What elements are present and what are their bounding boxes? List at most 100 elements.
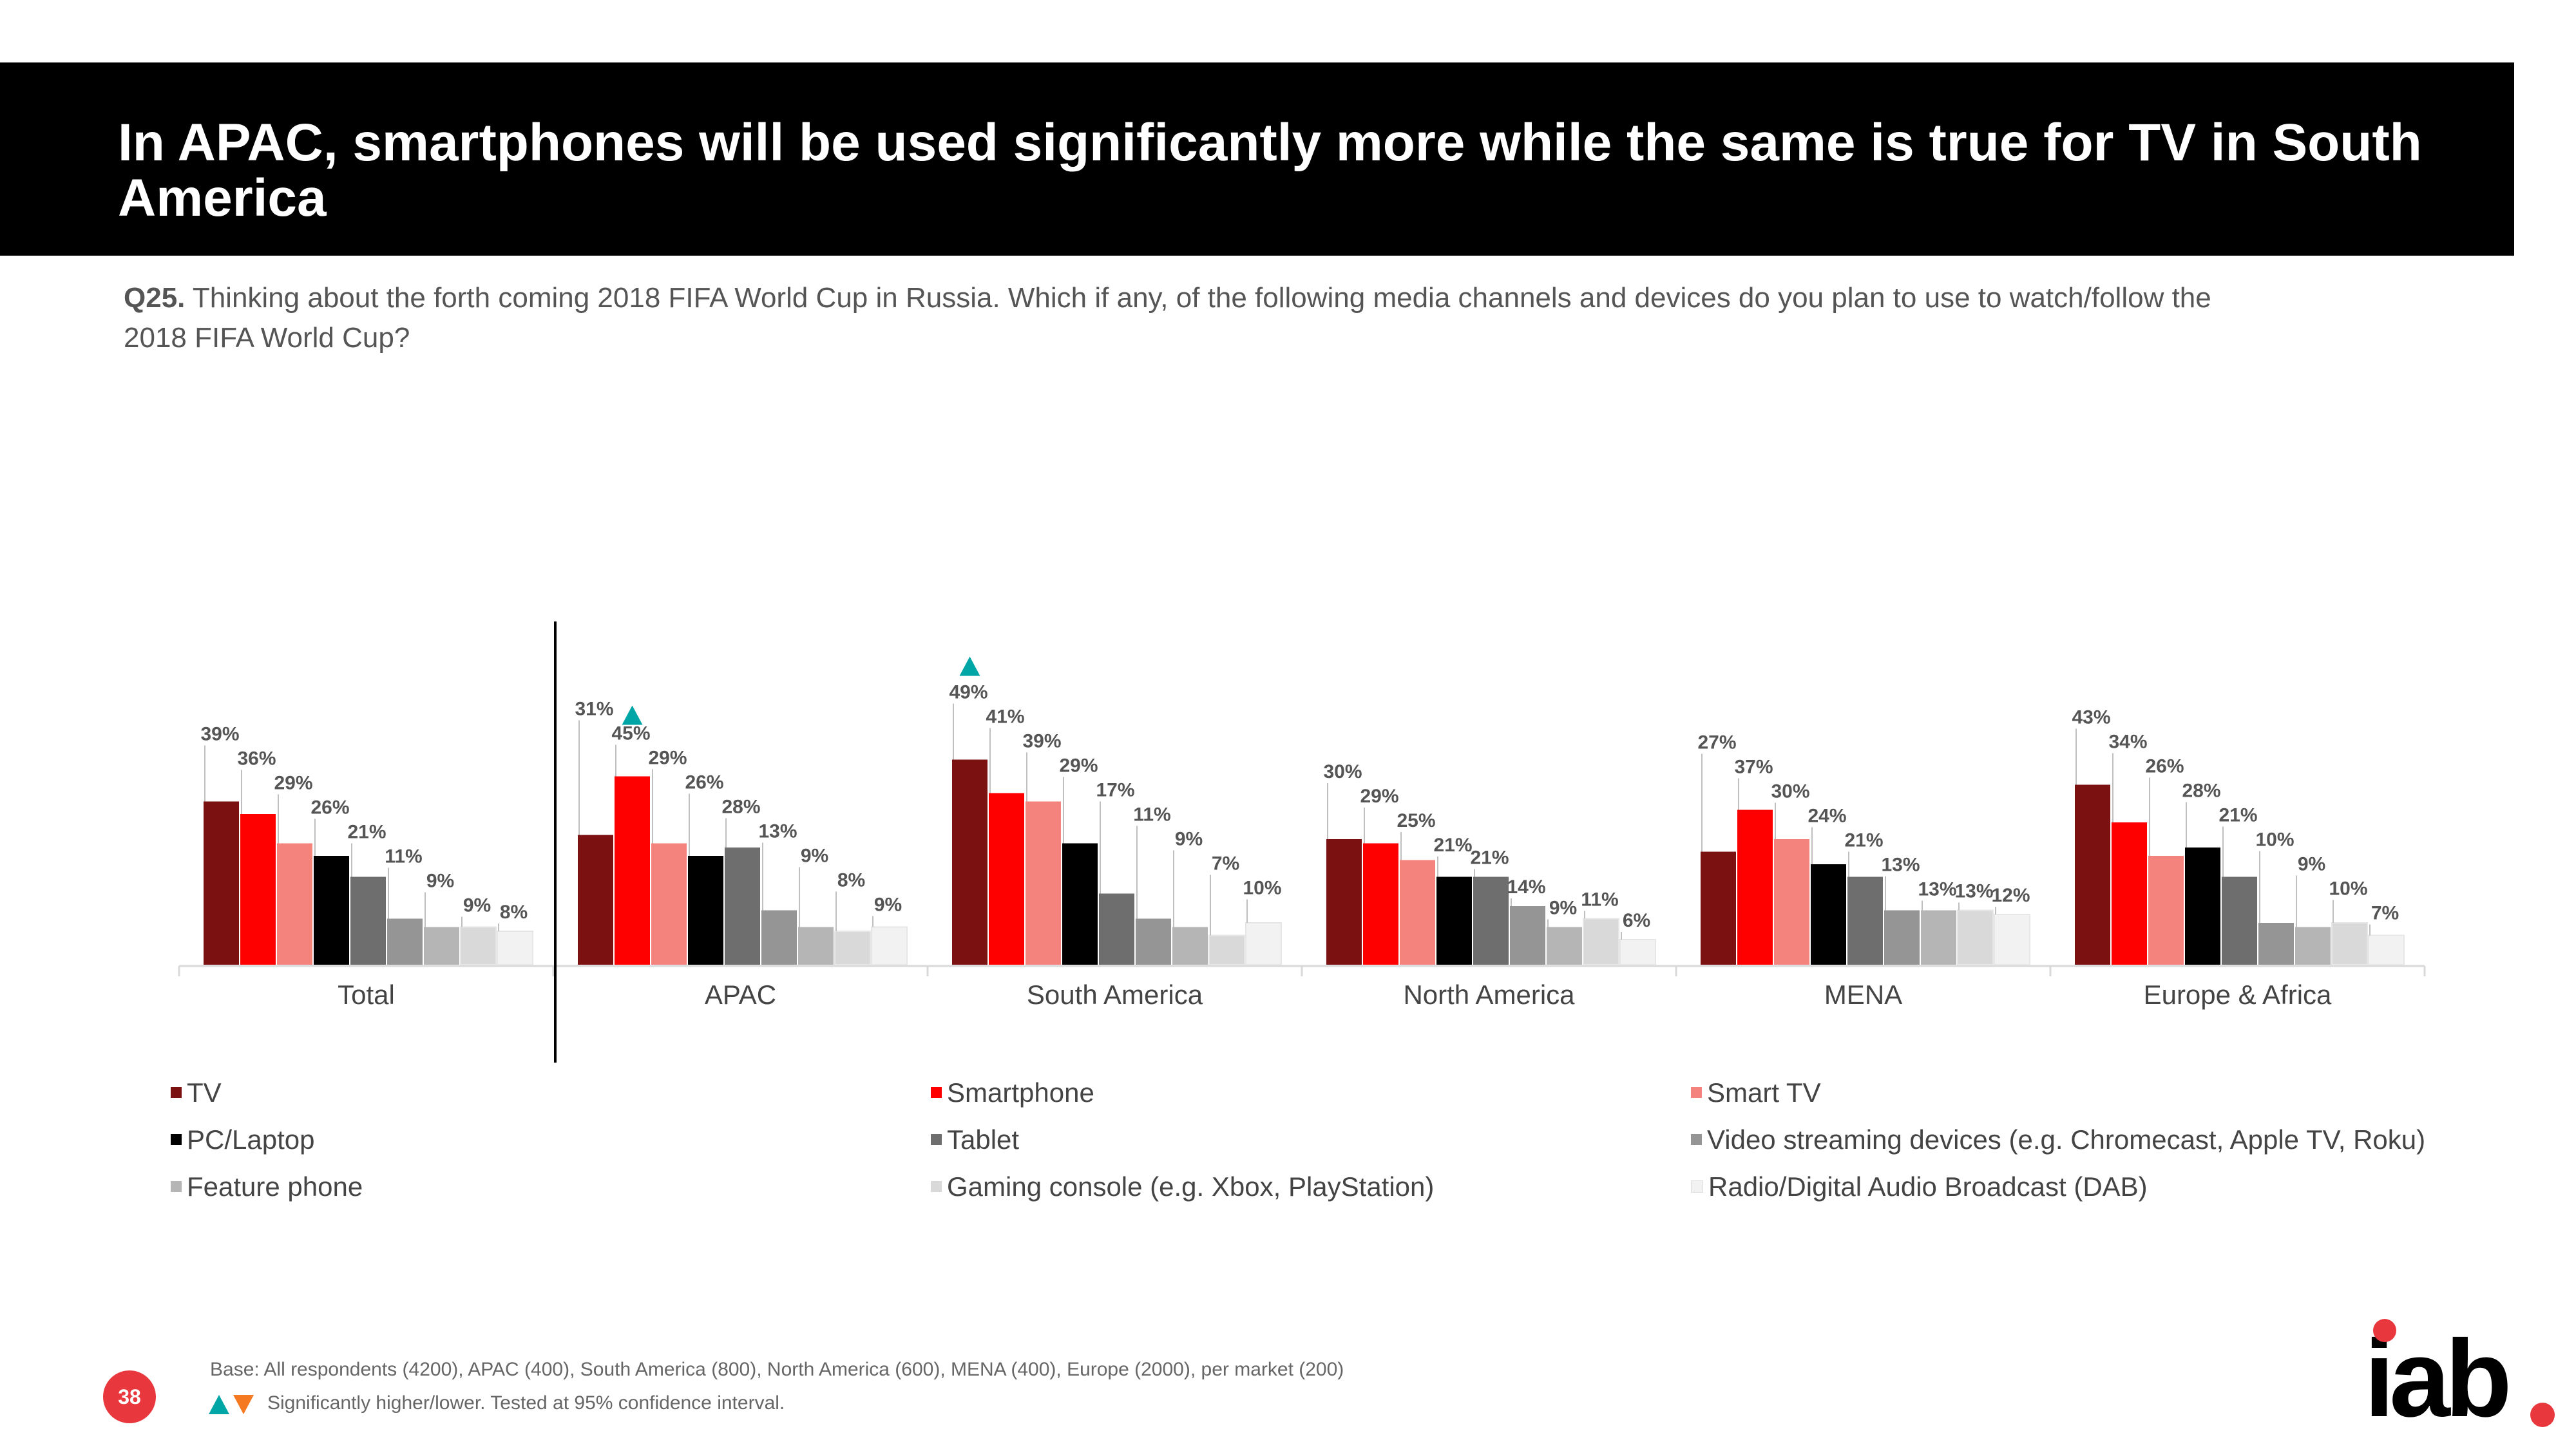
footer-base: Base: All respondents (4200), APAC (400)…: [210, 1359, 1344, 1380]
bar-total-feature-phone: [424, 927, 459, 965]
significance-higher-icon: [959, 656, 980, 676]
bar-apac-feature-phone: [798, 927, 834, 965]
legend-swatch: [931, 1134, 942, 1146]
logo-text: iab: [2364, 1318, 2512, 1440]
bar-total-pc-laptop: [314, 856, 349, 965]
bar-south-america-pc-laptop: [1062, 843, 1098, 965]
data-label-europe-africa-pc-laptop: 28%: [2182, 781, 2220, 802]
footer-significance: Significantly higher/lower. Tested at 95…: [267, 1392, 785, 1414]
data-label-south-america-feature-phone: 9%: [1175, 829, 1203, 850]
legend-label: Feature phone: [187, 1171, 363, 1202]
bar-mena-smart-tv: [1774, 839, 1809, 965]
bar-south-america-tv: [952, 759, 987, 965]
bar-europe-africa-tv: [2075, 784, 2110, 965]
data-label-south-america-video-streaming-devices-e-g-chromecast-apple-tv-roku: 11%: [1133, 804, 1170, 826]
legend-swatch: [931, 1181, 942, 1193]
data-label-europe-africa-smart-tv: 26%: [2145, 756, 2184, 777]
data-label-total-feature-phone: 9%: [426, 871, 454, 892]
data-label-north-america-feature-phone: 9%: [1549, 898, 1577, 919]
bar-europe-africa-video-streaming-devices-e-g-chromecast-apple-tv-roku: [2258, 923, 2294, 965]
legend-label: Tablet: [947, 1124, 1020, 1155]
title-bar: In APAC, smartphones will be used signif…: [0, 62, 2514, 256]
data-label-mena-smart-tv: 30%: [1771, 781, 1809, 802]
category-label-total: Total: [338, 980, 395, 1010]
bar-mena-feature-phone: [1921, 910, 1956, 965]
data-label-apac-gaming-console-e-g-xbox-playstation: 8%: [837, 870, 865, 891]
data-label-mena-radio-digital-audio-broadcast-dab: 12%: [1991, 885, 2030, 906]
category-label-apac: APAC: [705, 980, 776, 1010]
data-label-total-tablet: 21%: [347, 822, 386, 843]
bar-mena-pc-laptop: [1811, 864, 1846, 965]
data-label-south-america-gaming-console-e-g-xbox-playstation: 7%: [1212, 853, 1239, 875]
data-label-south-america-smart-tv: 39%: [1022, 731, 1061, 752]
data-label-mena-smartphone: 37%: [1734, 757, 1773, 778]
triangle-down-icon: [233, 1395, 254, 1414]
bar-total-tv: [204, 801, 239, 965]
data-label-mena-tablet: 21%: [1844, 830, 1883, 851]
bar-mena-tv: [1701, 851, 1736, 965]
data-label-mena-video-streaming-devices-e-g-chromecast-apple-tv-roku: 13%: [1881, 855, 1920, 876]
bar-apac-radio-digital-audio-broadcast-dab: [871, 926, 908, 965]
significance-icons: [209, 1395, 254, 1414]
legend-swatch: [1691, 1180, 1703, 1193]
legend-label: PC/Laptop: [187, 1124, 315, 1155]
data-label-total-pc-laptop: 26%: [310, 797, 349, 819]
legend-label: Gaming console (e.g. Xbox, PlayStation): [947, 1171, 1435, 1202]
bar-apac-gaming-console-e-g-xbox-playstation: [834, 931, 871, 965]
logo-period-icon: [2530, 1403, 2555, 1427]
logo-dot-icon: [2373, 1319, 2396, 1342]
bar-mena-video-streaming-devices-e-g-chromecast-apple-tv-roku: [1884, 910, 1920, 965]
bar-europe-africa-tablet: [2222, 876, 2257, 965]
category-label-north-america: North America: [1403, 980, 1575, 1010]
data-label-south-america-radio-digital-audio-broadcast-dab: 10%: [1243, 878, 1281, 899]
page-number: 38: [103, 1370, 156, 1423]
data-label-mena-pc-laptop: 24%: [1808, 806, 1846, 827]
data-label-mena-gaming-console-e-g-xbox-playstation: 13%: [1954, 881, 1993, 902]
bar-apac-tv: [578, 835, 613, 965]
bar-north-america-tv: [1326, 839, 1362, 965]
legend-swatch: [931, 1087, 942, 1099]
data-label-apac-tablet: 28%: [721, 797, 760, 818]
data-label-north-america-tablet: 21%: [1470, 848, 1509, 869]
bar-total-radio-digital-audio-broadcast-dab: [497, 931, 533, 965]
bar-apac-smart-tv: [651, 843, 687, 965]
bar-south-america-video-streaming-devices-e-g-chromecast-apple-tv-roku: [1136, 918, 1171, 965]
data-label-total-smart-tv: 29%: [274, 773, 312, 794]
data-label-apac-tv: 31%: [575, 699, 613, 720]
data-label-mena-feature-phone: 13%: [1918, 879, 1956, 900]
data-label-europe-africa-feature-phone: 9%: [2298, 854, 2325, 875]
data-label-south-america-smartphone: 41%: [986, 706, 1024, 728]
bar-mena-tablet: [1847, 876, 1883, 965]
legend-label: Smart TV: [1707, 1077, 1821, 1108]
bar-mena-radio-digital-audio-broadcast-dab: [1994, 914, 2030, 965]
bar-north-america-video-streaming-devices-e-g-chromecast-apple-tv-roku: [1510, 906, 1545, 965]
data-label-north-america-pc-laptop: 21%: [1433, 835, 1472, 856]
data-label-north-america-gaming-console-e-g-xbox-playstation: 11%: [1581, 889, 1618, 911]
bar-south-america-smartphone: [989, 793, 1024, 965]
bar-apac-pc-laptop: [688, 856, 723, 965]
bar-europe-africa-smartphone: [2112, 822, 2147, 965]
bar-north-america-smart-tv: [1400, 860, 1435, 965]
legend-item-pc-laptop: PC/Laptop: [171, 1124, 314, 1156]
data-label-total-radio-digital-audio-broadcast-dab: 8%: [500, 902, 528, 923]
page-title: In APAC, smartphones will be used signif…: [118, 113, 2422, 227]
data-label-europe-africa-tv: 43%: [2072, 707, 2110, 728]
bar-total-gaming-console-e-g-xbox-playstation: [460, 926, 497, 965]
category-label-south-america: South America: [1027, 980, 1203, 1010]
legend-swatch: [171, 1087, 182, 1099]
data-label-north-america-smart-tv: 25%: [1397, 810, 1435, 831]
data-label-total-video-streaming-devices-e-g-chromecast-apple-tv-roku: 11%: [385, 846, 422, 867]
bar-europe-africa-feature-phone: [2295, 927, 2331, 965]
data-label-mena-tv: 27%: [1697, 732, 1736, 753]
data-label-apac-radio-digital-audio-broadcast-dab: 9%: [874, 895, 902, 916]
bar-mena-gaming-console-e-g-xbox-playstation: [1957, 909, 1994, 965]
bar-total-smart-tv: [277, 843, 312, 965]
legend-item-tv: TV: [171, 1077, 222, 1109]
bar-south-america-radio-digital-audio-broadcast-dab: [1245, 922, 1282, 965]
triangle-up-icon: [209, 1395, 229, 1414]
bar-north-america-gaming-console-e-g-xbox-playstation: [1583, 918, 1619, 965]
bar-north-america-feature-phone: [1547, 927, 1582, 965]
data-label-north-america-tv: 30%: [1323, 761, 1362, 782]
legend-label: TV: [187, 1077, 222, 1108]
bar-south-america-feature-phone: [1172, 927, 1208, 965]
